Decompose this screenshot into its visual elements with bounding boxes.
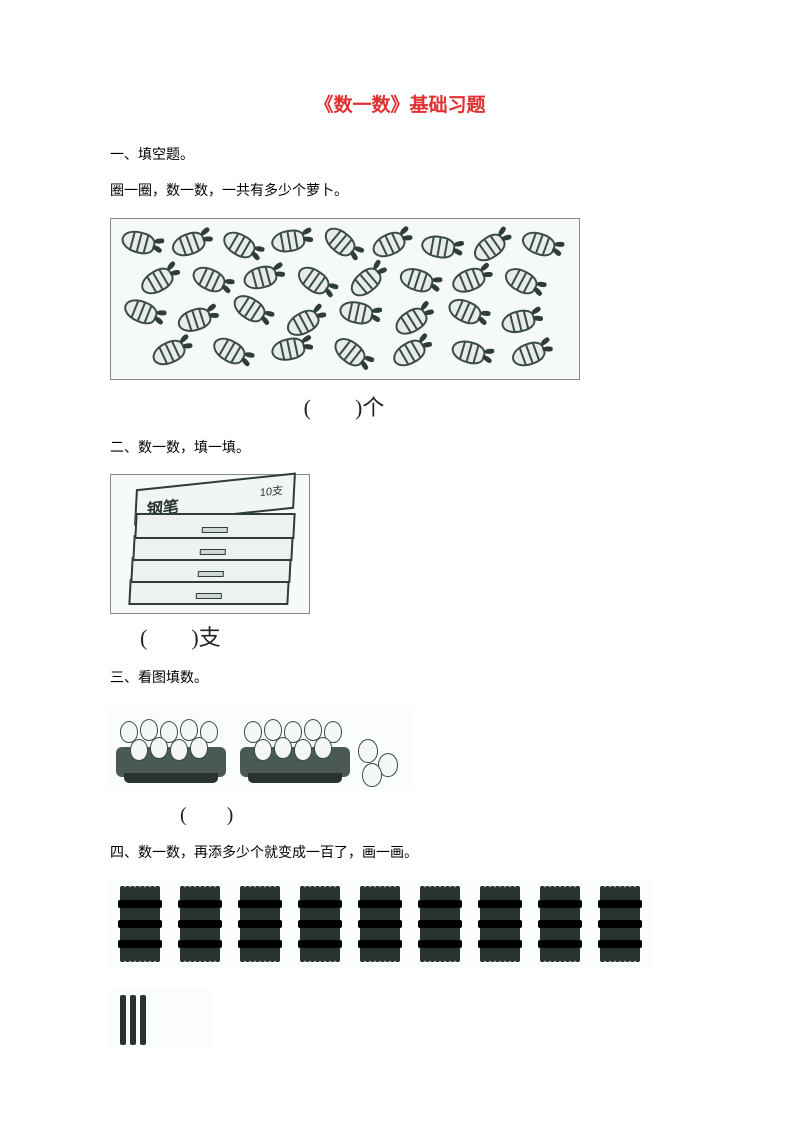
stick-bundle [600,886,640,962]
carrot-icon [499,259,555,308]
carrot-icon [327,329,383,379]
carrot-icon [336,294,389,333]
section-3-heading: 三、看图填数。 [110,668,690,690]
figure-2: 钢笔 10支 ( )支 [110,474,690,652]
stick-bundle [180,886,220,962]
carrot-icon [517,223,572,268]
caption-3: ( ) [110,798,690,827]
egg-tray [240,717,350,777]
carrot-icon [443,290,499,337]
pen-box [130,557,291,583]
egg-icon [190,737,208,759]
stick-bundle [480,886,520,962]
egg-icon [294,739,312,761]
carrot-icon [207,329,264,379]
carrot-frame [110,218,580,380]
egg-icon [362,763,382,787]
carrot-icon [448,333,502,375]
section-1-heading: 一、填空题。 [110,145,690,167]
stick-icon [120,995,126,1045]
carrot-icon [119,291,175,337]
egg-area [110,705,410,790]
carrot-icon [419,229,471,267]
caption-2: ( )支 [110,620,310,652]
section-1-prompt: 圈一圈，数一数，一共有多少个萝卜。 [110,181,690,203]
carrot-area [111,219,579,379]
figure-1: ( )个 [110,218,690,422]
worksheet-page: 《数一数》基础习题 一、填空题。 圈一圈，数一数，一共有多少个萝卜。 ( )个 … [0,0,800,1105]
pen-box [132,535,293,561]
stick-bundle [120,886,160,962]
loose-sticks [110,989,210,1049]
egg-tray [116,717,226,777]
stick-icon [130,995,136,1045]
figure-4 [110,879,690,1049]
pen-box-qty: 10支 [259,482,283,501]
pen-box [128,579,289,605]
stick-bundle [300,886,340,962]
carrot-icon [269,221,321,259]
stick-bundle [540,886,580,962]
carrot-icon [268,328,321,367]
caption-1: ( )个 [110,390,578,422]
bundle-row [110,879,650,969]
title-text: 《数一数》基础习题 [314,95,485,116]
figure-3: ( ) [110,705,690,827]
page-title: 《数一数》基础习题 [110,90,690,117]
egg-icon [170,739,188,761]
stick-bundle [240,886,280,962]
egg-icon [254,739,272,761]
egg-icon [274,737,292,759]
egg-icon [150,737,168,759]
pen-box [134,513,295,539]
egg-icon [358,739,378,763]
stick-bundle [420,886,460,962]
section-2-heading: 二、数一数，填一填。 [110,438,690,460]
section-4-heading: 四、数一数，再添多少个就变成一百了，画一画。 [110,843,690,865]
stick-bundle [360,886,400,962]
egg-icon [130,739,148,761]
pen-stack: 钢笔 10支 [110,474,310,614]
carrot-icon [387,325,444,375]
stick-icon [140,995,146,1045]
carrot-icon [118,223,172,264]
egg-icon [314,737,332,759]
